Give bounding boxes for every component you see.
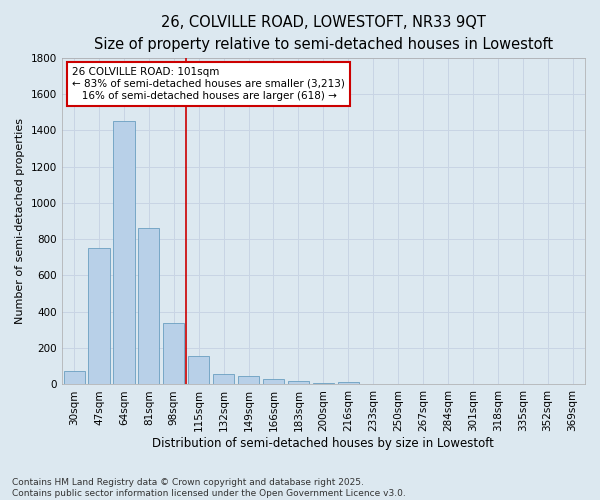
Bar — [188, 356, 209, 384]
Bar — [263, 379, 284, 384]
Bar — [64, 371, 85, 384]
Bar — [163, 322, 184, 384]
Text: 26 COLVILLE ROAD: 101sqm
← 83% of semi-detached houses are smaller (3,213)
   16: 26 COLVILLE ROAD: 101sqm ← 83% of semi-d… — [72, 68, 345, 100]
Bar — [113, 121, 134, 384]
Bar — [138, 228, 160, 384]
Title: 26, COLVILLE ROAD, LOWESTOFT, NR33 9QT
Size of property relative to semi-detache: 26, COLVILLE ROAD, LOWESTOFT, NR33 9QT S… — [94, 15, 553, 52]
Text: Contains HM Land Registry data © Crown copyright and database right 2025.
Contai: Contains HM Land Registry data © Crown c… — [12, 478, 406, 498]
Bar — [88, 248, 110, 384]
X-axis label: Distribution of semi-detached houses by size in Lowestoft: Distribution of semi-detached houses by … — [152, 437, 494, 450]
Bar — [288, 381, 309, 384]
Bar — [338, 382, 359, 384]
Bar — [238, 376, 259, 384]
Bar — [313, 382, 334, 384]
Bar — [213, 374, 234, 384]
Y-axis label: Number of semi-detached properties: Number of semi-detached properties — [15, 118, 25, 324]
